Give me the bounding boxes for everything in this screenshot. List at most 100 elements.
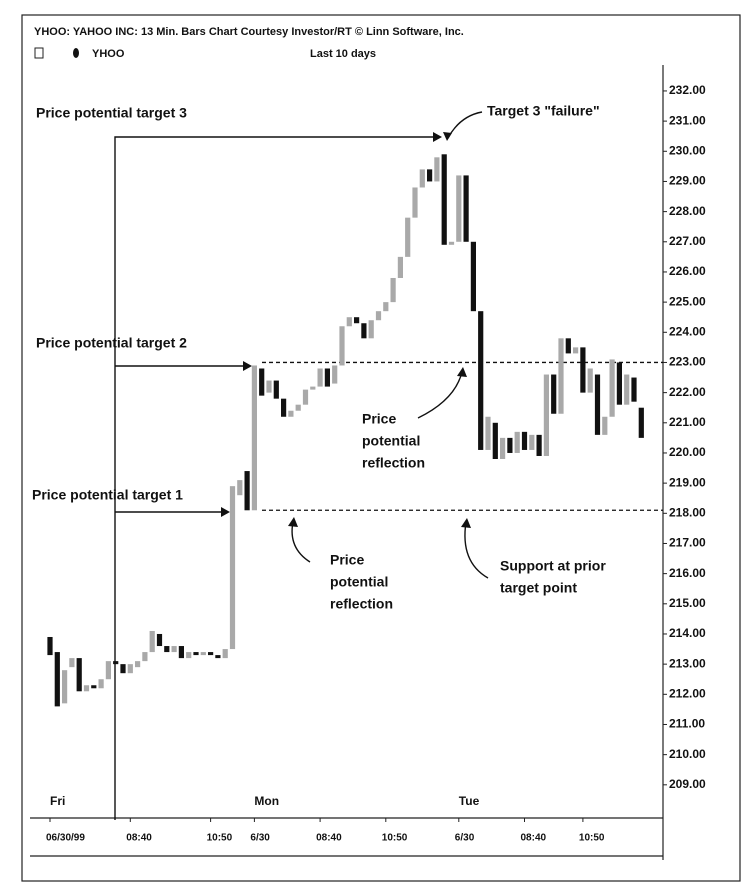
y-tick-label: 215.00: [669, 596, 706, 610]
candle: [288, 410, 294, 417]
candle: [193, 652, 199, 656]
candle: [142, 652, 148, 662]
candle: [91, 685, 97, 689]
candle: [383, 302, 389, 312]
candle: [492, 422, 498, 459]
outer-border: [21, 14, 741, 882]
candle: [529, 434, 535, 450]
candle: [266, 380, 272, 393]
candle: [120, 664, 126, 674]
candle: [412, 187, 418, 218]
y-tick-label: 213.00: [669, 656, 706, 670]
arrow-head: [221, 507, 230, 517]
candle: [470, 241, 476, 312]
candle: [361, 323, 367, 339]
annotation: Price potential target 3: [36, 105, 187, 121]
y-tick-label: 227.00: [669, 234, 706, 248]
y-tick-label: 223.00: [669, 355, 706, 369]
legend-label: YHOO: [92, 48, 125, 60]
arrow-head: [457, 367, 467, 377]
y-tick-label: 220.00: [669, 445, 706, 459]
candle: [354, 317, 360, 324]
candle: [368, 320, 374, 339]
y-tick-label: 222.00: [669, 385, 706, 399]
annotation: Price potential target 2: [36, 335, 187, 351]
annotation: Support at prior: [500, 558, 606, 574]
candle: [105, 661, 111, 680]
candle: [390, 277, 396, 303]
y-tick-label: 228.00: [669, 204, 706, 218]
candle: [616, 362, 622, 405]
arrow-head: [443, 132, 452, 141]
candle: [259, 368, 265, 396]
x-tick-label: 06/30/99: [46, 833, 85, 844]
annotation: Price: [362, 411, 396, 427]
candle: [397, 256, 403, 278]
y-tick-label: 214.00: [669, 626, 706, 640]
arrow-head: [461, 518, 471, 528]
y-tick-label: 221.00: [669, 415, 706, 429]
y-tick-label: 229.00: [669, 174, 706, 188]
candle: [244, 471, 250, 511]
candle: [507, 437, 513, 453]
candle: [551, 374, 557, 414]
arrow-head: [243, 361, 252, 371]
candle: [222, 649, 228, 659]
candle: [76, 658, 82, 692]
legend-swatch: [73, 48, 79, 58]
candle: [456, 175, 462, 242]
candle: [478, 311, 484, 450]
annotation: potential: [362, 433, 420, 449]
target-line: [114, 136, 440, 820]
candle: [295, 404, 301, 411]
candle: [237, 480, 243, 496]
y-tick-label: 230.00: [669, 143, 706, 157]
annotation: Price potential target 1: [32, 487, 183, 503]
candle: [514, 431, 520, 453]
chart-title: YHOO: YAHOO INC: 13 Min. Bars Chart Cour…: [34, 26, 464, 38]
x-tick-label: 10:50: [207, 833, 233, 844]
candle: [113, 661, 119, 665]
candle: [463, 175, 469, 242]
y-tick-label: 224.00: [669, 324, 706, 338]
y-tick-label: 216.00: [669, 566, 706, 580]
candle: [346, 317, 352, 327]
x-tick-label: 08:40: [126, 833, 152, 844]
candle: [375, 311, 382, 321]
candle: [69, 658, 75, 668]
annotation: reflection: [362, 455, 425, 471]
candle: [200, 652, 206, 656]
callout-arrow: [417, 371, 463, 419]
candle: [251, 365, 257, 511]
candle: [83, 685, 90, 692]
candle: [156, 633, 163, 647]
candle: [631, 377, 637, 402]
x-tick-label: 08:40: [316, 833, 342, 844]
candle: [98, 679, 104, 689]
y-tick-label: 219.00: [669, 475, 706, 489]
day-label: Mon: [254, 794, 279, 808]
arrow-head: [433, 132, 442, 142]
candle: [624, 374, 630, 405]
y-tick-label: 217.00: [669, 536, 706, 550]
candle: [281, 398, 287, 417]
candle: [602, 416, 608, 435]
arrow-head: [288, 517, 298, 527]
candle: [178, 646, 184, 659]
candle: [565, 338, 571, 354]
candle: [427, 169, 433, 182]
x-tick-label: 08:40: [521, 833, 547, 844]
candle: [594, 374, 601, 435]
candle: [171, 646, 177, 653]
day-label: Fri: [50, 794, 65, 808]
x-tick-label: 6/30: [250, 833, 270, 844]
candle: [54, 652, 60, 707]
y-tick-label: 231.00: [669, 113, 706, 127]
candle: [324, 368, 330, 387]
callout-arrow: [447, 111, 483, 139]
y-tick-label: 232.00: [669, 83, 706, 97]
candle: [521, 431, 528, 450]
x-tick-label: 10:50: [382, 833, 408, 844]
annotation: reflection: [330, 596, 393, 612]
